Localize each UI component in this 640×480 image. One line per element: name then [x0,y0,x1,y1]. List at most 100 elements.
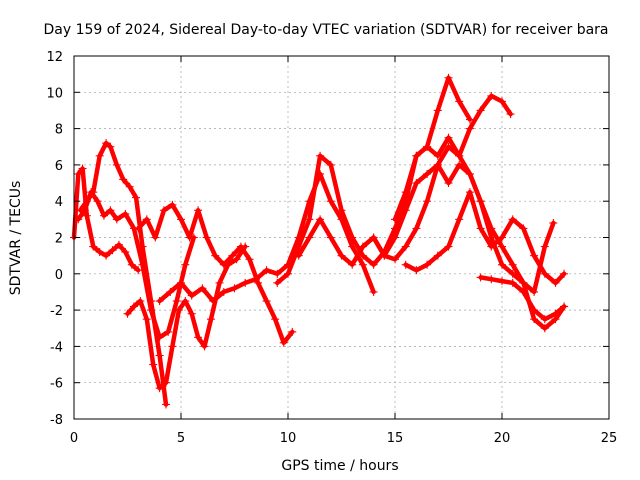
data-point [138,260,147,269]
data-point [487,233,496,242]
data-series [70,73,569,409]
data-point [369,260,378,269]
data-point [369,287,378,296]
data-point [455,151,464,160]
data-point [228,251,237,260]
data-point [123,309,132,318]
data-point [271,315,280,324]
data-point [401,260,410,269]
data-point [95,151,104,160]
data-point [369,233,378,242]
data-point [348,242,357,251]
data-point [136,297,145,306]
data-point [401,188,410,197]
data-point [187,291,196,300]
data-point [444,242,453,251]
data-point [444,73,453,82]
data-point [155,351,164,360]
data-point [112,215,121,224]
data-point [134,266,143,275]
x-axis-label: GPS time / hours [281,458,398,474]
data-point [172,297,181,306]
data-point [112,160,121,169]
data-point [273,269,282,278]
data-point [498,97,506,106]
data-point [423,169,432,178]
data-point [284,269,292,278]
x-tick-label: 5 [177,431,185,446]
data-point [164,327,173,336]
data-point [540,242,549,251]
data-point [74,169,83,178]
y-tick-label: -6 [50,377,63,392]
series-trace [76,189,197,340]
data-point [168,342,177,351]
data-point [78,164,87,173]
data-point [232,255,241,264]
data-point [187,309,196,318]
chart-title: Day 159 of 2024, Sidereal Day-to-day VTE… [43,22,608,38]
data-point [162,400,171,409]
data-point [560,302,569,311]
data-point [245,255,254,264]
data-point [423,142,432,151]
data-point [519,224,528,233]
data-point [498,233,506,242]
data-point [177,215,185,224]
data-point [549,218,558,227]
data-point [326,233,335,242]
data-point [316,151,325,160]
data-point [134,224,143,233]
data-point [200,342,209,351]
data-point [391,255,399,264]
data-point [151,233,160,242]
y-tick-label: 4 [55,195,63,210]
data-point [530,251,539,260]
data-point [530,287,539,296]
y-tick-label: 12 [46,50,63,65]
data-point [487,91,496,100]
data-point [337,251,346,260]
data-point [294,251,303,260]
data-point [99,211,108,220]
series-arc-7 [273,73,474,287]
data-point [412,179,421,188]
data-point [177,278,185,287]
data-point [560,269,569,278]
y-tick-label: 0 [55,268,63,283]
data-point [519,278,528,287]
data-point [168,200,177,209]
data-point [251,275,260,284]
data-point [185,233,194,242]
series-arc-9 [369,160,569,333]
data-point [181,297,190,306]
y-tick-label: -2 [50,304,63,319]
data-point [80,206,89,215]
data-point [326,197,335,206]
series-arc-11 [391,133,558,296]
data-point [106,206,115,215]
data-point [412,266,421,275]
data-point [106,142,115,151]
series-arc-12 [476,273,569,324]
data-point [506,110,515,119]
x-tick-label: 0 [70,431,78,446]
data-point [433,106,442,115]
data-point [142,315,151,324]
data-point [423,260,432,269]
data-point [95,248,104,257]
data-point [74,215,83,224]
y-tick-label: -4 [50,340,63,355]
data-point [159,206,168,215]
data-point [476,106,485,115]
data-point [519,287,528,296]
data-point [551,309,560,318]
data-point [181,260,190,269]
data-point [358,260,367,269]
data-point [498,277,506,286]
data-point [155,384,164,393]
y-tick-label: 6 [55,159,63,174]
data-point [508,215,517,224]
y-tick-label: 8 [55,123,63,138]
